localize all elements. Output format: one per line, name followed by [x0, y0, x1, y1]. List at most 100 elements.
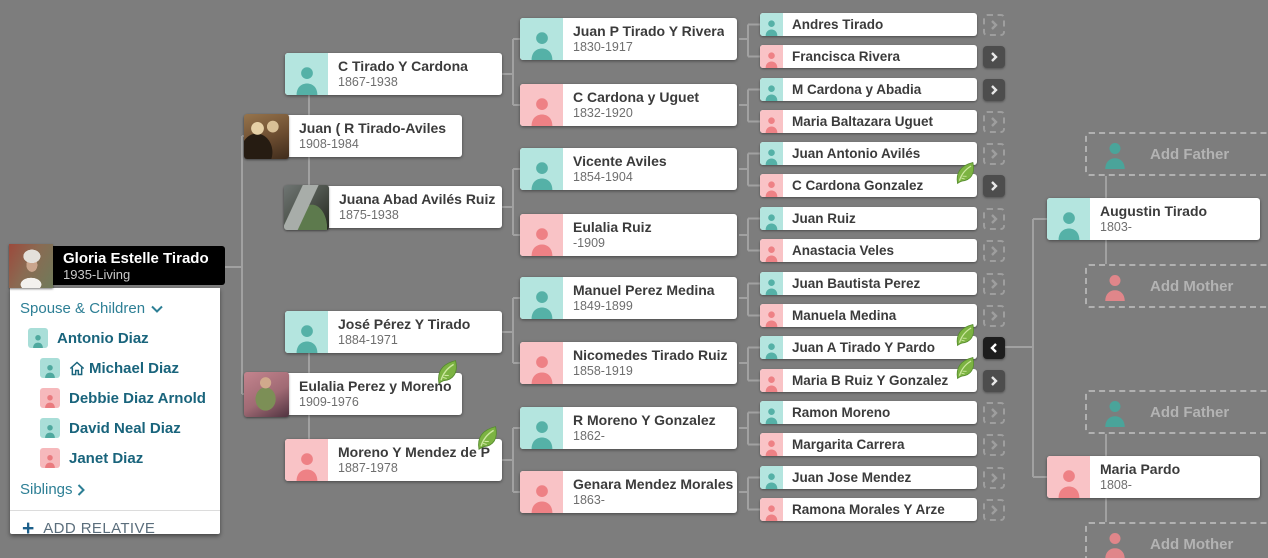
- expand-branch-button[interactable]: [983, 498, 1005, 521]
- person-name: Nicomedes Tirado Ruiz: [573, 348, 728, 364]
- list-item[interactable]: Michael Diaz: [10, 353, 220, 383]
- person-name: Andres Tirado: [792, 17, 884, 32]
- add-parent-placeholder[interactable]: Add Father: [1085, 132, 1268, 176]
- person-card[interactable]: Juana Abad Avilés Ruiz 1875-1938: [284, 184, 502, 230]
- spouse-children-toggle[interactable]: Spouse & Children: [10, 296, 220, 323]
- person-avatar-icon: [285, 311, 328, 353]
- expand-branch-button[interactable]: [983, 433, 1005, 456]
- person-silhouette-icon: [765, 505, 778, 521]
- expand-branch-button[interactable]: [983, 78, 1005, 101]
- child-name: David Neal Diaz: [69, 419, 181, 437]
- focus-person-photo[interactable]: [9, 244, 53, 288]
- ancestor-row[interactable]: Andres Tirado: [760, 13, 977, 36]
- person-avatar-icon: [1047, 198, 1090, 240]
- chevron-right-icon: [991, 375, 998, 386]
- expand-branch-button[interactable]: [983, 239, 1005, 262]
- ancestor-row[interactable]: Manuela Medina: [760, 304, 977, 327]
- person-card[interactable]: Moreno Y Mendez de P 1887-1978: [285, 426, 502, 481]
- person-card[interactable]: Manuel Perez Medina 1849-1899: [520, 277, 737, 319]
- list-item[interactable]: Debbie Diaz Arnold: [10, 383, 220, 413]
- person-card[interactable]: Augustin Tirado 1803-: [1047, 198, 1260, 240]
- person-avatar-icon: [760, 369, 783, 392]
- person-avatar-icon: [40, 388, 60, 408]
- person-card[interactable]: Eulalia Ruiz -1909: [520, 214, 737, 256]
- person-card[interactable]: Juan ( R Tirado-Aviles 1908-1984: [244, 113, 462, 159]
- person-card[interactable]: C Cardona y Uguet 1832-1920: [520, 84, 737, 126]
- collapse-branch-button[interactable]: [983, 336, 1005, 359]
- person-avatar-icon: [760, 174, 783, 197]
- person-card[interactable]: Maria Pardo 1808-: [1047, 456, 1260, 498]
- ancestor-row[interactable]: Francisca Rivera: [760, 45, 977, 68]
- person-silhouette-icon: [765, 376, 778, 392]
- list-item[interactable]: Antonio Diaz: [10, 323, 220, 353]
- person-silhouette-icon: [765, 311, 778, 327]
- person-years: 1858-1919: [573, 363, 633, 378]
- person-card[interactable]: Genara Mendez Morales 1863-: [520, 471, 737, 513]
- ancestor-row[interactable]: Maria B Ruiz Y Gonzalez: [760, 357, 977, 392]
- chevron-down-icon: [151, 305, 163, 313]
- ancestor-row[interactable]: Maria Baltazara Uguet: [760, 110, 977, 133]
- person-photo: [244, 371, 289, 417]
- ancestor-row[interactable]: Juan Ruiz: [760, 207, 977, 230]
- person-silhouette-icon: [296, 325, 317, 353]
- expand-branch-button[interactable]: [983, 304, 1005, 327]
- person-card[interactable]: R Moreno Y Gonzalez 1862-: [520, 407, 737, 449]
- expand-branch-button[interactable]: [983, 45, 1005, 68]
- expand-branch-button[interactable]: [983, 401, 1005, 424]
- ancestor-row[interactable]: Juan Antonio Avilés: [760, 142, 977, 165]
- ancestor-row[interactable]: M Cardona y Abadia: [760, 78, 977, 101]
- expand-branch-button[interactable]: [983, 369, 1005, 392]
- person-card[interactable]: Juan P Tirado Y Rivera 1830-1917: [520, 18, 737, 60]
- child-name: Janet Diaz: [69, 449, 144, 467]
- person-silhouette-icon: [1105, 401, 1125, 427]
- list-item[interactable]: Janet Diaz: [10, 443, 220, 473]
- person-avatar-icon: [285, 53, 328, 95]
- add-parent-label: Add Father: [1150, 403, 1230, 421]
- person-avatar-icon: [40, 448, 60, 468]
- person-card[interactable]: José Pérez Y Tirado 1884-1971: [285, 311, 502, 353]
- expand-branch-button[interactable]: [983, 110, 1005, 133]
- chevron-right-icon: [991, 116, 998, 127]
- siblings-link[interactable]: Siblings: [10, 473, 220, 504]
- person-card[interactable]: Eulalia Perez y Moreno 1909-1976: [244, 360, 462, 417]
- expand-branch-button[interactable]: [983, 466, 1005, 489]
- add-relative-button[interactable]: + ADD RELATIVE: [10, 510, 220, 539]
- person-card[interactable]: Vicente Aviles 1854-1904: [520, 148, 737, 190]
- person-name: Maria Baltazara Uguet: [792, 114, 934, 129]
- person-card[interactable]: C Tirado Y Cardona 1867-1938: [285, 53, 502, 95]
- person-silhouette-icon: [296, 453, 317, 481]
- ancestor-row[interactable]: Ramona Morales Y Arze: [760, 498, 977, 521]
- expand-branch-button[interactable]: [983, 174, 1005, 197]
- chevron-right-icon: [991, 439, 998, 450]
- person-avatar-icon: [520, 148, 563, 190]
- person-avatar-icon: [760, 272, 783, 295]
- expand-branch-button[interactable]: [983, 207, 1005, 230]
- ancestor-row[interactable]: Margarita Carrera: [760, 433, 977, 456]
- person-avatar-icon: [760, 401, 783, 424]
- ancestor-row[interactable]: C Cardona Gonzalez: [760, 162, 977, 197]
- ancestor-row[interactable]: Ramon Moreno: [760, 401, 977, 424]
- focus-person-card[interactable]: Gloria Estelle Tirado 1935-Living: [53, 246, 225, 285]
- add-parent-label: Add Mother: [1150, 277, 1234, 295]
- ancestor-row[interactable]: Juan Jose Mendez: [760, 466, 977, 489]
- ancestor-row[interactable]: Juan A Tirado Y Pardo: [760, 324, 977, 359]
- person-name: Vicente Aviles: [573, 154, 667, 170]
- person-avatar-icon: [1047, 456, 1090, 498]
- expand-branch-button[interactable]: [983, 142, 1005, 165]
- person-silhouette-icon: [531, 228, 552, 256]
- add-parent-placeholder[interactable]: Add Mother: [1085, 264, 1268, 308]
- list-item[interactable]: David Neal Diaz: [10, 413, 220, 443]
- person-name: M Cardona y Abadia: [792, 82, 922, 97]
- person-silhouette-icon: [531, 32, 552, 60]
- ancestor-row[interactable]: Anastacia Veles: [760, 239, 977, 262]
- person-name: Juan P Tirado Y Rivera: [573, 24, 725, 40]
- add-parent-placeholder[interactable]: Add Mother: [1085, 522, 1268, 558]
- ancestor-row[interactable]: Juan Bautista Perez: [760, 272, 977, 295]
- expand-branch-button[interactable]: [983, 272, 1005, 295]
- expand-branch-button[interactable]: [983, 13, 1005, 36]
- person-avatar-icon: [28, 328, 48, 348]
- person-card[interactable]: Nicomedes Tirado Ruiz 1858-1919: [520, 342, 737, 384]
- person-name: Margarita Carrera: [792, 437, 905, 452]
- add-parent-placeholder[interactable]: Add Father: [1085, 390, 1268, 434]
